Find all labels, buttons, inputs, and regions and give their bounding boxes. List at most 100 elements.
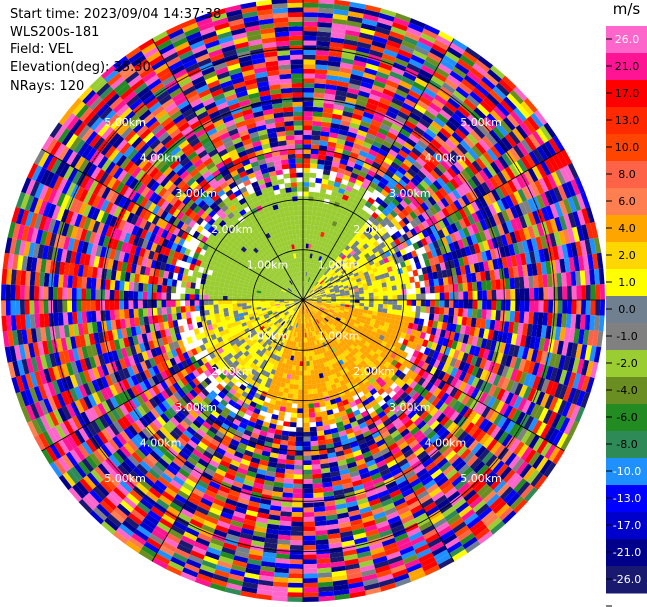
radar-gate: [567, 196, 577, 213]
radar-gate: [587, 254, 594, 270]
radar-gate: [351, 147, 361, 155]
radar-gate: [309, 229, 315, 235]
radar-gate: [342, 48, 356, 56]
radar-gate: [562, 286, 568, 300]
radar-gate: [504, 310, 511, 322]
radar-gate: [398, 235, 406, 244]
radar-gate: [551, 273, 558, 287]
radar-gate: [430, 120, 443, 132]
radar-gate: [286, 454, 295, 461]
radar-gate: [462, 334, 470, 344]
radar-gate: [580, 191, 591, 209]
radar-gate: [303, 549, 317, 555]
radar-gate: [336, 263, 342, 269]
radar-gate: [317, 12, 334, 19]
radar-gate: [328, 276, 334, 281]
radar-gate: [293, 474, 303, 480]
radar-gate: [477, 300, 483, 310]
radar-gate: [316, 245, 321, 251]
radar-gate: [561, 244, 569, 259]
radar-gate: [309, 426, 317, 432]
radar-gate: [435, 247, 443, 257]
radar-gate: [309, 272, 312, 278]
radar-gate: [470, 234, 478, 245]
radar-gate: [425, 217, 434, 227]
radar-gate: [303, 0, 319, 4]
radar-gate: [405, 238, 413, 247]
radar-gate: [489, 269, 496, 281]
radar-gate: [310, 220, 316, 226]
radar-gate: [312, 301, 317, 303]
radar-gate: [439, 329, 447, 338]
radar-gate: [321, 292, 326, 296]
radar-gate: [283, 421, 291, 427]
radar-gate: [291, 512, 303, 518]
radar-gate: [394, 170, 404, 179]
radar-gate: [531, 224, 540, 238]
radar-gate: [328, 239, 333, 246]
radar-gate: [322, 174, 330, 180]
radar-gate: [546, 173, 558, 189]
radar-gate: [360, 23, 377, 32]
radar-gate: [344, 140, 354, 148]
radar-gate: [312, 120, 322, 127]
radar-gate: [307, 210, 313, 216]
radar-gate: [410, 54, 426, 65]
radar-gate: [429, 215, 438, 225]
radar-gate: [316, 260, 321, 266]
radar-gate: [390, 161, 401, 171]
radar-gate: [451, 250, 458, 260]
radar-gate: [337, 282, 343, 287]
radar-gate: [311, 285, 316, 290]
radar-gate: [467, 291, 473, 300]
radar-gate: [303, 450, 312, 456]
radar-gate: [325, 280, 331, 285]
radar-gate: [501, 222, 510, 235]
radar-gate: [504, 278, 511, 290]
radar-gate: [475, 210, 485, 222]
radar-gate: [481, 181, 491, 194]
radar-gate: [316, 302, 322, 305]
radar-gate: [332, 273, 338, 278]
radar-gate: [356, 46, 371, 54]
radar-gate: [522, 227, 531, 241]
radar-gate: [382, 257, 390, 264]
radar-gate: [392, 295, 398, 300]
radar-gate: [303, 347, 306, 352]
radar-gate: [349, 302, 355, 306]
radar-gate: [330, 225, 336, 231]
radar-gate: [306, 361, 310, 366]
radar-gate: [303, 427, 310, 433]
radar-gate: [314, 83, 326, 89]
radar-gate: [358, 305, 364, 310]
radar-gate: [321, 282, 326, 287]
radar-gate: [346, 253, 353, 259]
radar-gate: [481, 309, 487, 320]
radar-gate: [433, 116, 446, 128]
radar-gate: [500, 310, 506, 322]
radar-gate: [379, 8, 397, 18]
radar-gate: [423, 87, 437, 99]
radar-gate: [340, 198, 348, 206]
radar-gate: [467, 114, 480, 127]
radar-gate: [466, 317, 472, 327]
radar-gate: [355, 159, 365, 167]
radar-gate: [449, 149, 461, 162]
radar-gate: [309, 234, 314, 240]
radar-gate: [306, 370, 311, 376]
radar-gate: [308, 288, 312, 293]
radar-gate: [353, 60, 367, 68]
radar-gate: [405, 137, 417, 148]
radar-gate: [527, 374, 537, 388]
radar-gate: [466, 133, 479, 146]
radar-gate: [469, 244, 477, 255]
radar-gate: [394, 274, 400, 281]
radar-gate: [371, 40, 387, 49]
radar-gate: [309, 278, 313, 283]
radar-gate: [356, 175, 366, 183]
radar-gate: [578, 329, 585, 345]
radar-gate: [339, 124, 350, 132]
radar-gate: [572, 373, 581, 389]
radar-gate: [382, 308, 388, 314]
radar-gate: [316, 230, 322, 237]
